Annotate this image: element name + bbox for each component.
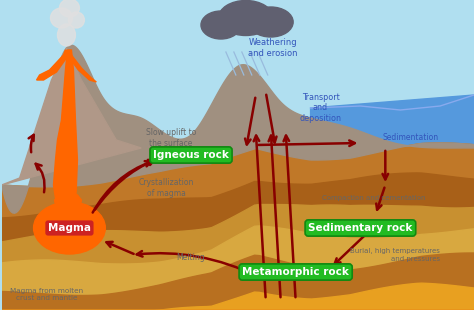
- Polygon shape: [2, 226, 474, 295]
- Polygon shape: [68, 50, 96, 82]
- Polygon shape: [2, 253, 474, 310]
- Ellipse shape: [219, 1, 273, 36]
- Polygon shape: [2, 143, 474, 218]
- Polygon shape: [2, 45, 474, 213]
- Ellipse shape: [34, 202, 105, 254]
- Ellipse shape: [201, 11, 241, 39]
- Text: Igneous rock: Igneous rock: [153, 150, 229, 160]
- Text: Weathering
and erosion: Weathering and erosion: [248, 38, 298, 58]
- Polygon shape: [36, 50, 68, 80]
- Polygon shape: [310, 95, 474, 148]
- Text: Melting: Melting: [177, 254, 205, 263]
- Text: Transport
and
deposition: Transport and deposition: [300, 93, 342, 123]
- Text: Compaction and cementation: Compaction and cementation: [322, 195, 425, 201]
- Text: Magma from molten
crust and mantle: Magma from molten crust and mantle: [10, 289, 83, 302]
- Ellipse shape: [68, 12, 84, 28]
- Polygon shape: [2, 205, 474, 264]
- Polygon shape: [54, 50, 77, 230]
- Text: Sedimentation: Sedimentation: [382, 132, 438, 141]
- Text: Crystallization
of magma: Crystallization of magma: [138, 178, 194, 198]
- Ellipse shape: [51, 8, 73, 28]
- Polygon shape: [2, 173, 474, 242]
- Text: Burial, high temperatures
and pressures: Burial, high temperatures and pressures: [350, 249, 440, 262]
- Polygon shape: [55, 192, 82, 220]
- Ellipse shape: [59, 0, 80, 17]
- Text: Slow uplift to
the surface: Slow uplift to the surface: [146, 128, 196, 148]
- Text: Sedimentary rock: Sedimentary rock: [308, 223, 412, 233]
- Polygon shape: [2, 283, 474, 310]
- Ellipse shape: [57, 24, 75, 46]
- Polygon shape: [2, 48, 141, 185]
- Text: Magma: Magma: [48, 223, 91, 233]
- Ellipse shape: [248, 7, 293, 37]
- Text: Metamorphic rock: Metamorphic rock: [242, 267, 349, 277]
